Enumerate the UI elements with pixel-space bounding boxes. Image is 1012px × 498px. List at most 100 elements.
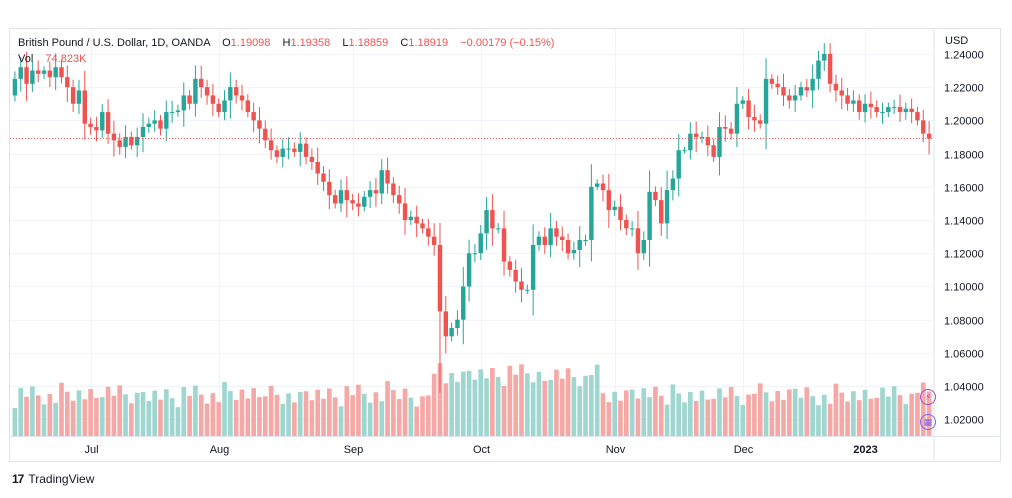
volume-bar — [495, 376, 501, 436]
volume-bar — [577, 386, 583, 436]
volume-bar — [816, 405, 821, 436]
volume-bar — [426, 395, 431, 436]
volume-bar — [41, 404, 47, 436]
candle-body — [158, 120, 163, 129]
candle-body — [245, 100, 251, 113]
volume-bar — [693, 401, 699, 436]
volume-bar — [408, 397, 414, 436]
volume-bar — [740, 404, 746, 436]
volume-bar — [792, 388, 798, 436]
volume-bar — [874, 397, 880, 436]
volume-bar — [76, 390, 82, 436]
candle-body — [827, 53, 833, 84]
volume-bar — [536, 371, 542, 436]
volume-bar — [309, 400, 315, 436]
volume-bar — [833, 383, 839, 436]
volume-bar — [880, 387, 885, 436]
volume-bar — [909, 393, 914, 436]
candle-body — [309, 156, 315, 162]
volume-bar — [18, 387, 24, 436]
symbol-title: British Pound / U.S. Dollar, 1D, OANDA — [18, 37, 210, 49]
candle-body — [414, 216, 419, 224]
candle-body — [798, 87, 804, 96]
volume-bar — [542, 380, 548, 436]
volume-bar — [420, 396, 425, 436]
flash-icon[interactable]: ⚡ — [920, 389, 936, 405]
volume-bar — [321, 398, 326, 436]
candle-body — [367, 190, 373, 197]
candle-body — [461, 286, 466, 320]
candle-body — [94, 127, 99, 131]
volume-bar — [105, 386, 111, 436]
high-label: H — [282, 37, 291, 49]
volume-bar — [670, 384, 676, 436]
candle-body — [530, 244, 536, 290]
volume-bar — [117, 385, 123, 436]
volume-bar — [94, 397, 99, 436]
candle-body — [664, 190, 670, 224]
y-tick-label: 1.04000 — [944, 382, 984, 394]
volume-bar — [746, 394, 751, 436]
candle-body — [169, 112, 175, 114]
volume-bar — [315, 389, 321, 436]
volume-bar — [123, 394, 128, 436]
candle-body — [781, 87, 786, 96]
volume-bar — [711, 398, 716, 436]
candle-body — [298, 143, 303, 152]
candle-body — [676, 150, 681, 179]
calendar-icon[interactable]: ▦ — [920, 414, 936, 430]
candle-body — [327, 181, 332, 196]
x-tick-label: Aug — [210, 444, 230, 456]
volume-bar — [216, 402, 222, 436]
candle-body — [350, 200, 355, 204]
volume-bar — [373, 392, 379, 436]
volume-bar — [886, 396, 891, 436]
change-value: −0.00179 (−0.15%) — [460, 37, 555, 49]
tradingview-branding[interactable]: 17 TradingView — [12, 472, 94, 486]
volume-bar — [594, 364, 600, 436]
volume-bar — [385, 381, 390, 436]
candle-body — [47, 70, 53, 78]
volume-bar — [12, 408, 18, 436]
candle-body — [152, 120, 157, 124]
candle-body — [466, 253, 472, 287]
candle-body — [268, 140, 274, 151]
candle-body — [787, 95, 792, 101]
candle-body — [792, 95, 798, 101]
candle-body — [233, 87, 239, 96]
volume-bar — [460, 371, 466, 436]
candle-body — [210, 95, 216, 104]
volume-bar — [827, 403, 833, 436]
y-tick-label: 1.14000 — [944, 216, 984, 228]
candle-body — [769, 78, 775, 84]
candle-body — [810, 78, 815, 91]
candle-body — [53, 67, 58, 78]
volume-bar — [53, 402, 58, 436]
volume-bar — [367, 402, 373, 436]
candle-body — [12, 78, 18, 96]
candle-body — [379, 170, 384, 194]
candle-body — [909, 108, 914, 113]
volume-bar — [134, 392, 140, 436]
price-scale-currency[interactable]: USD — [945, 35, 969, 47]
candle-body — [758, 120, 763, 124]
candle-body — [70, 87, 76, 104]
volume-bar — [239, 389, 245, 436]
volume-bar — [286, 393, 291, 436]
volume-bar — [676, 393, 682, 436]
volume-bar — [524, 373, 530, 436]
volume-bar — [466, 370, 472, 436]
volume-bar — [356, 384, 361, 436]
candle-body — [187, 95, 192, 104]
open-label: O — [222, 37, 231, 49]
volume-bar — [554, 369, 559, 436]
volume-bar — [891, 386, 897, 436]
x-tick-label: Dec — [734, 444, 754, 456]
candle-body — [344, 190, 350, 201]
volume-bar — [129, 403, 134, 436]
volume-bar — [688, 392, 693, 436]
candle-body — [653, 191, 658, 201]
candle-body — [565, 239, 571, 254]
volume-row: Vol 74.823K — [18, 51, 554, 67]
